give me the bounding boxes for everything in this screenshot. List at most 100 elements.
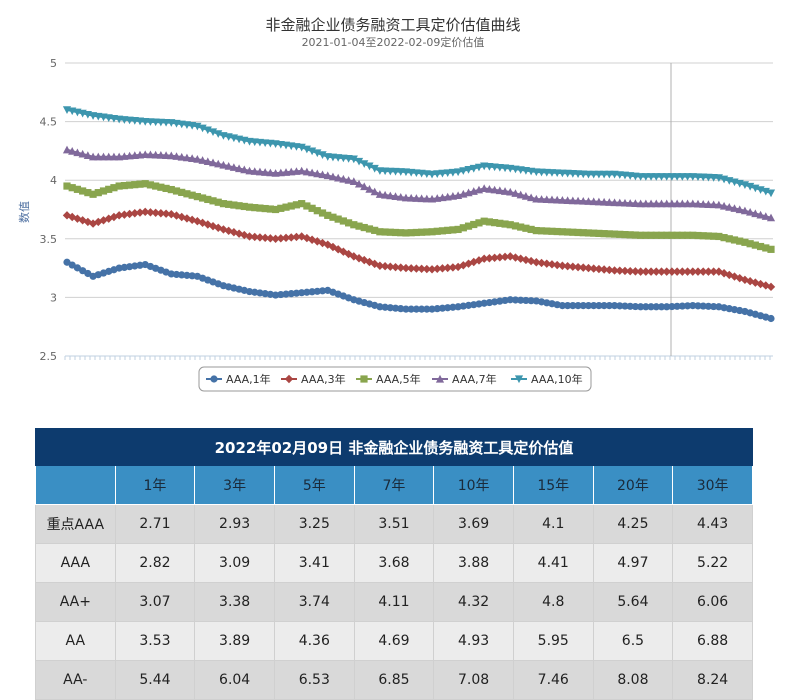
data-point[interactable]	[657, 303, 666, 311]
data-point[interactable]	[245, 232, 254, 241]
data-point[interactable]	[542, 195, 551, 204]
data-point[interactable]	[600, 302, 608, 310]
data-point[interactable]	[610, 198, 619, 207]
data-point[interactable]	[281, 233, 291, 243]
data-point[interactable]	[615, 198, 624, 207]
data-point[interactable]	[209, 197, 217, 205]
data-point[interactable]	[667, 267, 677, 276]
data-point[interactable]	[157, 183, 165, 191]
data-point[interactable]	[167, 185, 175, 194]
data-point[interactable]	[485, 254, 494, 263]
data-point[interactable]	[381, 228, 389, 236]
data-point[interactable]	[167, 270, 175, 278]
data-point[interactable]	[621, 230, 629, 239]
data-point[interactable]	[599, 265, 609, 274]
data-point[interactable]	[73, 214, 82, 223]
data-point[interactable]	[444, 226, 452, 234]
data-point[interactable]	[547, 260, 557, 269]
data-point[interactable]	[693, 267, 703, 276]
data-point[interactable]	[766, 189, 776, 198]
data-point[interactable]	[162, 184, 170, 193]
data-point[interactable]	[699, 232, 707, 240]
data-point[interactable]	[271, 234, 280, 243]
data-point[interactable]	[595, 302, 603, 310]
data-point[interactable]	[725, 203, 734, 211]
data-point[interactable]	[355, 222, 363, 230]
data-point[interactable]	[354, 179, 364, 188]
data-point[interactable]	[391, 228, 400, 237]
data-point[interactable]	[511, 253, 520, 262]
data-point[interactable]	[260, 233, 270, 243]
data-point[interactable]	[710, 302, 718, 311]
data-point[interactable]	[438, 169, 447, 178]
data-point[interactable]	[652, 231, 660, 239]
data-point[interactable]	[308, 204, 316, 212]
data-point[interactable]	[657, 199, 666, 208]
data-point[interactable]	[730, 204, 739, 212]
data-point[interactable]	[605, 198, 614, 206]
data-point[interactable]	[511, 189, 520, 197]
data-point[interactable]	[564, 302, 572, 310]
data-point[interactable]	[636, 173, 645, 181]
data-point[interactable]	[151, 150, 160, 159]
data-point[interactable]	[386, 228, 394, 236]
data-point[interactable]	[480, 217, 488, 225]
data-point[interactable]	[657, 231, 666, 239]
data-point[interactable]	[532, 258, 541, 267]
data-point[interactable]	[302, 233, 312, 243]
data-point[interactable]	[141, 180, 149, 188]
data-point[interactable]	[255, 233, 265, 242]
data-point[interactable]	[740, 275, 750, 285]
data-point[interactable]	[318, 170, 327, 179]
data-point[interactable]	[616, 230, 624, 238]
data-point[interactable]	[266, 205, 274, 213]
data-point[interactable]	[746, 240, 754, 248]
data-point[interactable]	[605, 265, 614, 275]
data-point[interactable]	[141, 150, 150, 159]
data-point[interactable]	[464, 166, 473, 174]
data-point[interactable]	[125, 181, 134, 189]
data-point[interactable]	[386, 262, 395, 271]
data-point[interactable]	[297, 166, 306, 175]
data-point[interactable]	[417, 194, 426, 203]
data-point[interactable]	[339, 217, 347, 225]
data-point[interactable]	[610, 266, 619, 275]
data-point[interactable]	[427, 170, 437, 179]
data-point[interactable]	[589, 264, 598, 273]
data-point[interactable]	[491, 219, 499, 227]
data-point[interactable]	[161, 209, 171, 218]
data-point[interactable]	[68, 184, 76, 192]
data-point[interactable]	[418, 305, 426, 313]
data-point[interactable]	[287, 202, 295, 210]
data-point[interactable]	[188, 272, 196, 280]
data-point[interactable]	[537, 258, 546, 268]
data-point[interactable]	[307, 168, 317, 177]
data-point[interactable]	[219, 160, 228, 169]
data-point[interactable]	[130, 209, 139, 218]
data-point[interactable]	[94, 152, 103, 161]
data-point[interactable]	[563, 196, 572, 204]
data-point[interactable]	[412, 228, 420, 237]
data-point[interactable]	[678, 267, 687, 276]
data-point[interactable]	[694, 302, 702, 310]
data-point[interactable]	[516, 254, 525, 263]
data-point[interactable]	[381, 190, 390, 199]
data-point[interactable]	[631, 199, 640, 208]
data-point[interactable]	[511, 296, 520, 304]
data-point[interactable]	[620, 198, 630, 207]
data-point[interactable]	[391, 262, 400, 272]
data-point[interactable]	[527, 297, 535, 305]
data-point[interactable]	[423, 228, 431, 236]
data-point[interactable]	[250, 167, 259, 175]
data-point[interactable]	[522, 224, 530, 232]
data-point[interactable]	[115, 182, 123, 190]
data-point[interactable]	[292, 232, 301, 242]
data-point[interactable]	[642, 303, 650, 311]
data-point[interactable]	[229, 163, 238, 171]
data-point[interactable]	[631, 302, 640, 311]
data-point[interactable]	[396, 263, 405, 272]
data-point[interactable]	[235, 202, 243, 210]
data-point[interactable]	[683, 173, 692, 181]
legend-marker[interactable]	[360, 375, 368, 383]
data-point[interactable]	[589, 170, 598, 179]
